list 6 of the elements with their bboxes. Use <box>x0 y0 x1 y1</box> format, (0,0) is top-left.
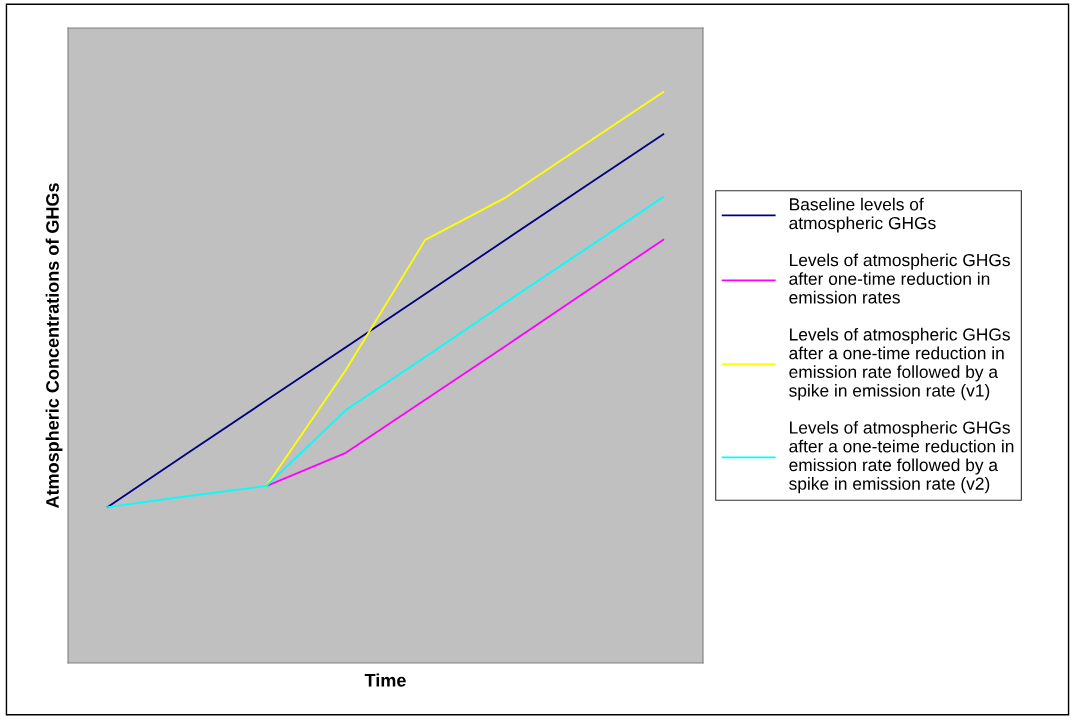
legend-label: Levels of atmospheric GHGs after a one-time reduction in emission rate followed by a spike in emission rate (v1) <box>789 327 1010 401</box>
legend-label: Levels of atmospheric GHGs after one-time reduction in emission rates <box>789 253 1010 304</box>
x-axis-title: Time <box>364 673 406 687</box>
y-axis-title: Atmospheric Concentrations of GHGs <box>45 183 63 509</box>
legend-label: Levels of atmospheric GHGs after a one-teime reduction in emission rate followed by a spike in emission rate (v2) <box>789 420 1014 494</box>
legend-label: Baseline levels of atmospheric GHGs <box>789 197 936 233</box>
